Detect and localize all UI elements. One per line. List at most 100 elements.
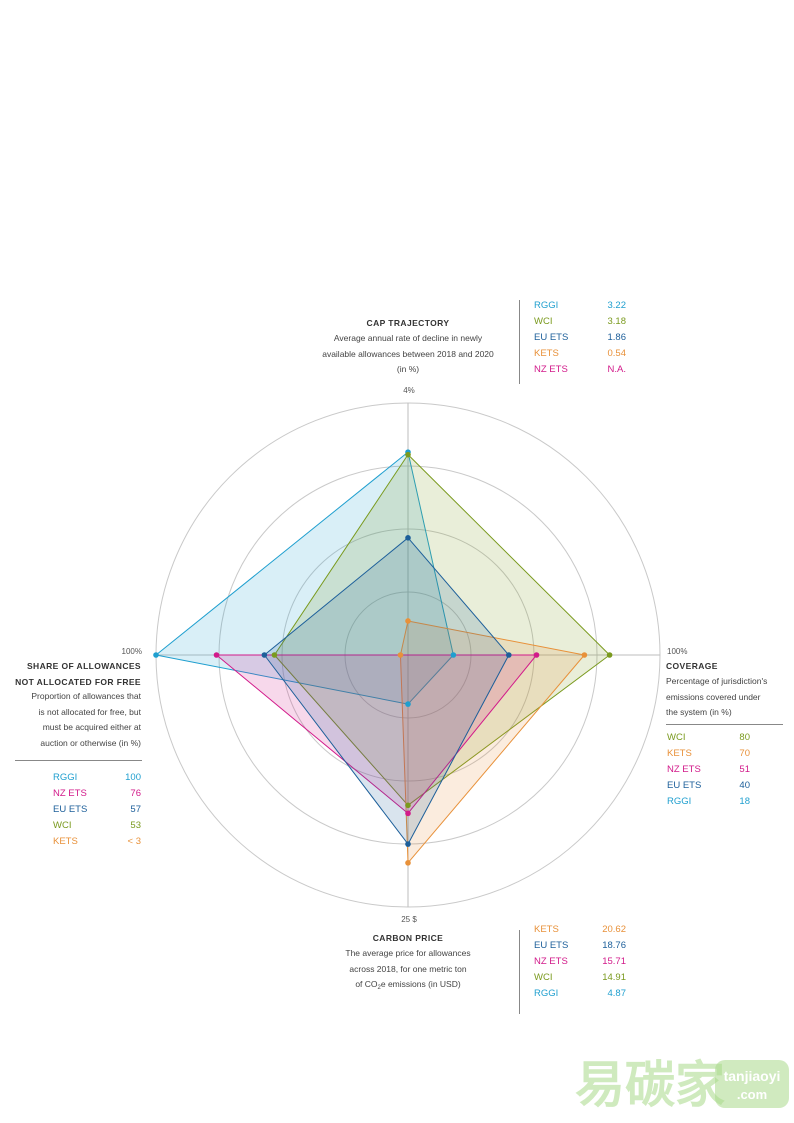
legend-name: NZ ETS	[534, 956, 568, 967]
legend-row: EU ETS 1.86	[534, 330, 626, 346]
legend-name: WCI	[534, 316, 553, 327]
carbon-price-description: The average price for allowances across …	[300, 946, 516, 997]
cap-trajectory-description: Average annual rate of decline in newly …	[290, 331, 526, 378]
data-point-nz-ets-coverage	[533, 652, 540, 658]
watermark-domain-text: .com	[737, 1087, 767, 1102]
share-title-line-2: NOT ALLOCATED FOR FREE	[15, 676, 141, 687]
carbon-price-title: CARBON PRICE	[372, 933, 444, 943]
legend-name: RGGI	[667, 796, 692, 807]
share-description: Proportion of allowances that is not all…	[0, 689, 141, 751]
legend-row: KETS 20.62	[534, 922, 626, 938]
legend-name: KETS	[53, 836, 78, 847]
cap-desc-line-3: (in %)	[396, 364, 420, 374]
legend-row: NZ ETS 15.71	[534, 954, 626, 970]
watermark-latin-text: tanjiaoyi	[724, 1068, 781, 1084]
legend-name: KETS	[534, 924, 559, 935]
legend-value: 51	[739, 764, 750, 775]
coverage-max-label: 100%	[667, 647, 688, 656]
legend-value: 70	[739, 748, 750, 759]
legend-name: NZ ETS	[534, 364, 568, 375]
cap-desc-line-2: available allowances between 2018 and 20…	[322, 348, 494, 359]
data-point-wci-price	[405, 802, 411, 809]
legend-value: 3.22	[607, 300, 627, 311]
share-desc-line-2: is not allocated for free, but	[38, 706, 141, 717]
price-desc-tail: e emissions (in USD)	[380, 979, 461, 989]
share-desc-line-4: auction or otherwise (in %)	[40, 737, 141, 748]
legend-value: 3.18	[607, 316, 627, 327]
legend-name: KETS	[534, 348, 559, 359]
legend-value: 4.87	[607, 988, 627, 999]
coverage-desc-line-3: the system (in %)	[666, 707, 732, 717]
legend-row: RGGI 3.22	[534, 298, 626, 314]
legend-value: 18	[739, 796, 750, 807]
legend-value: N.A.	[607, 364, 626, 375]
legend-row: EU ETS 57	[53, 802, 141, 818]
legend-name: WCI	[53, 820, 72, 831]
legend-row: WCI 53	[53, 818, 141, 834]
data-point-kets-share	[397, 652, 404, 658]
data-point-nz-ets-price	[405, 810, 411, 817]
legend-value: 0.54	[607, 348, 627, 359]
price-desc-line-2: across 2018, for one metric ton	[349, 963, 467, 974]
legend-name: EU ETS	[53, 804, 88, 815]
legend-row: KETS 0.54	[534, 346, 626, 362]
price-desc-co2: of CO	[355, 979, 378, 989]
legend-name: WCI	[534, 972, 553, 983]
price-legend-divider	[519, 930, 520, 1014]
legend-row: NZ ETS N.A.	[534, 362, 626, 378]
cap-legend: RGGI 3.22 WCI 3.18 EU ETS 1.86 KETS 0.54 NZ …	[534, 298, 626, 378]
data-point-wci-cap	[405, 451, 411, 458]
data-point-eu-ets-coverage	[506, 652, 512, 658]
legend-row: WCI 3.18	[534, 314, 626, 330]
legend-row: RGGI 18	[667, 794, 750, 810]
legend-row: EU ETS 18.76	[534, 938, 626, 954]
coverage-desc-line-1: Percentage of jurisdiction's	[666, 676, 768, 686]
cap-max-label: 4%	[403, 386, 415, 395]
legend-value: 57	[130, 804, 141, 815]
legend-value: 14.91	[602, 972, 626, 983]
data-point-rggi-coverage	[450, 652, 457, 658]
data-point-kets-cap	[405, 618, 411, 624]
share-title-line-1: SHARE OF ALLOWANCES	[26, 661, 141, 671]
legend-row: RGGI 4.87	[534, 986, 626, 1002]
data-point-nz-ets-share	[213, 652, 220, 658]
price-legend: KETS 20.62 EU ETS 18.76 NZ ETS 15.71 WCI 14.…	[534, 922, 626, 1002]
cap-trajectory-title: CAP TRAJECTORY	[366, 318, 450, 328]
share-desc-line-1: Proportion of allowances that	[31, 691, 141, 701]
coverage-desc-line-2: emissions covered under	[666, 691, 761, 702]
coverage-legend: WCI 80 KETS 70 NZ ETS 51 EU ETS 40 RGGI 18	[667, 730, 750, 810]
data-point-rggi-price	[405, 701, 411, 707]
cap-desc-line-1: Average annual rate of decline in newly	[333, 333, 483, 343]
data-point-eu-ets-share	[261, 652, 268, 658]
legend-name: NZ ETS	[667, 764, 701, 775]
legend-row: NZ ETS 51	[667, 762, 750, 778]
data-point-kets-coverage	[581, 652, 588, 658]
data-point-eu-ets-cap	[405, 535, 411, 541]
legend-name: WCI	[667, 732, 686, 743]
legend-value: 40	[739, 780, 750, 791]
legend-value: 76	[130, 788, 141, 799]
data-point-eu-ets-price	[405, 841, 411, 847]
coverage-description: Percentage of jurisdiction's emissions c…	[666, 674, 790, 721]
legend-value: 15.71	[602, 956, 626, 967]
data-point-kets-price	[405, 860, 411, 866]
legend-name: EU ETS	[534, 940, 569, 951]
legend-name: RGGI	[534, 300, 559, 311]
legend-row: EU ETS 40	[667, 778, 750, 794]
watermark-badge	[715, 1060, 789, 1108]
legend-row: NZ ETS 76	[53, 786, 141, 802]
watermark-logo: 易碳家 tanjiaoyi .com	[575, 1056, 789, 1114]
legend-row: KETS < 3	[53, 834, 141, 850]
data-point-wci-share	[271, 652, 278, 658]
legend-row: RGGI 100	[53, 770, 141, 786]
legend-row: KETS 70	[667, 746, 750, 762]
share-legend-divider	[15, 760, 142, 761]
price-desc-line-3: of CO2e emissions (in USD)	[300, 977, 516, 997]
price-desc-subscript: 2	[377, 985, 381, 991]
legend-value: 1.86	[607, 332, 627, 343]
legend-value: 20.62	[602, 924, 626, 935]
legend-name: EU ETS	[667, 780, 702, 791]
share-max-label: 100%	[121, 647, 142, 656]
price-max-label: 25 $	[401, 915, 417, 924]
